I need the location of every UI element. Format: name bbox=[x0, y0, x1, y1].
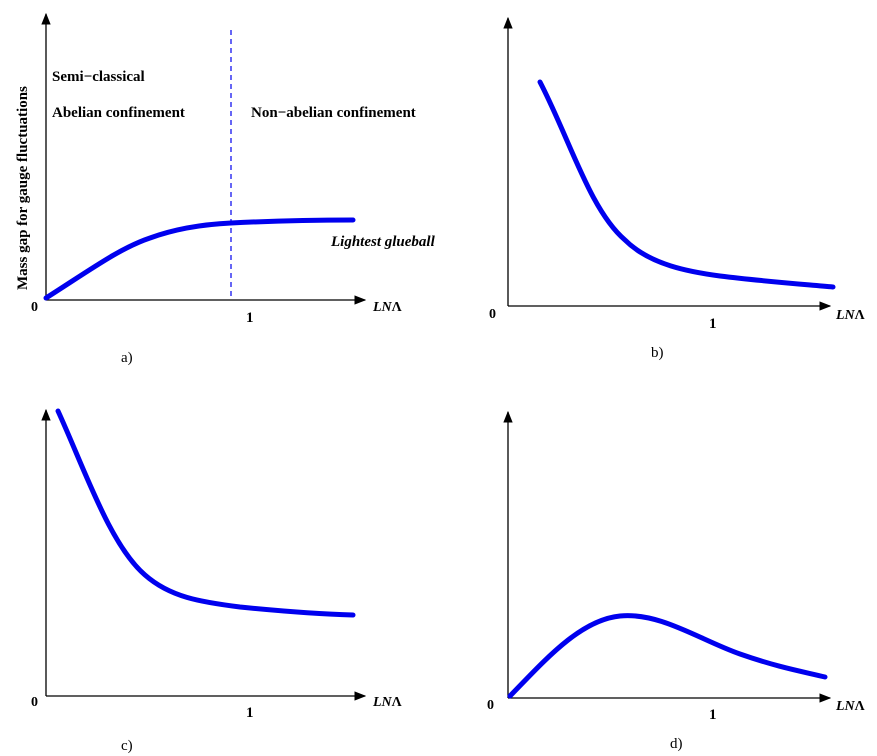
panel-c-x-label: LNΛ bbox=[372, 695, 402, 710]
panel-a-region-semi-classical: Semi−classical bbox=[52, 69, 145, 85]
panel-d-tick-label: 1 bbox=[709, 707, 717, 723]
panel-a-caption: a) bbox=[121, 350, 133, 366]
panel-a-curve bbox=[43, 217, 356, 301]
panel-c: 0 1 LNΛ c) bbox=[31, 408, 402, 754]
panel-a-tick-label: 1 bbox=[246, 310, 254, 326]
panel-a-x-label: LNΛ bbox=[372, 300, 402, 315]
panel-a-region-abelian: Abelian confinement bbox=[52, 105, 185, 121]
panel-d-caption: d) bbox=[670, 736, 683, 752]
panel-a-origin-label: 0 bbox=[31, 300, 38, 315]
panel-a-y-label: Mass gap for gauge fluctuations bbox=[15, 86, 31, 290]
panel-c-caption: c) bbox=[121, 738, 133, 754]
panel-c-origin-label: 0 bbox=[31, 695, 38, 710]
panel-b-origin-label: 0 bbox=[489, 307, 496, 322]
panel-b: 0 1 LNΛ b) bbox=[489, 16, 865, 361]
panel-b-caption: b) bbox=[651, 345, 664, 361]
panel-c-curve bbox=[55, 408, 356, 618]
panel-a: Mass gap for gauge fluctuations Semi−cla… bbox=[15, 12, 436, 366]
panel-d-curve bbox=[507, 613, 828, 699]
panel-d: 0 1 LNΛ d) bbox=[487, 410, 865, 752]
panel-c-tick-label: 1 bbox=[246, 705, 254, 721]
panel-b-x-label: LNΛ bbox=[835, 308, 865, 323]
panel-b-tick-label: 1 bbox=[709, 316, 717, 332]
panel-b-curve bbox=[537, 79, 836, 290]
panel-a-curve-label: Lightest glueball bbox=[330, 234, 436, 250]
panel-a-region-non-abelian: Non−abelian confinement bbox=[251, 105, 416, 121]
panel-d-origin-label: 0 bbox=[487, 698, 494, 713]
panel-d-x-label: LNΛ bbox=[835, 699, 865, 714]
